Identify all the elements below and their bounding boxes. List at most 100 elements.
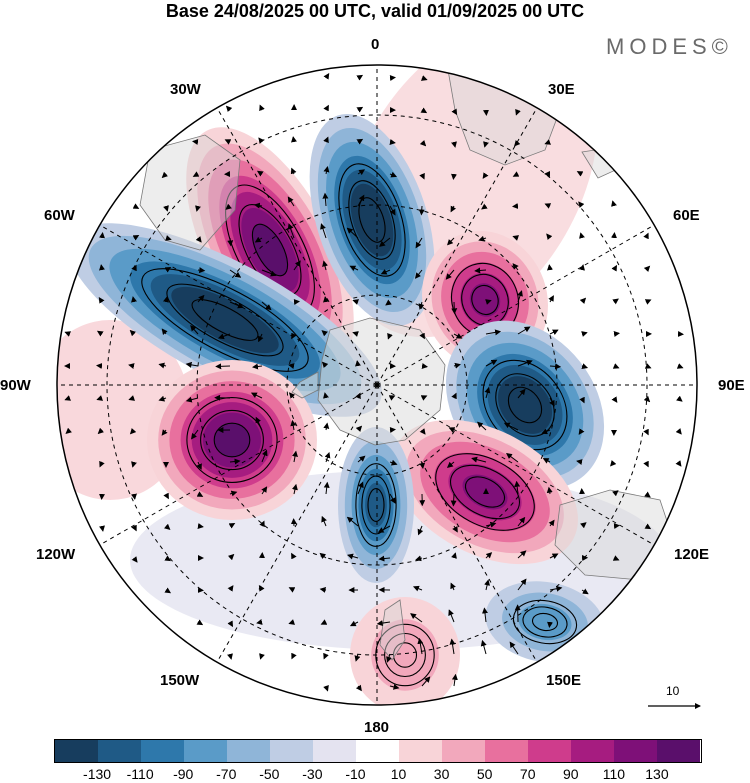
wind-vectors bbox=[64, 72, 684, 692]
wind-arrow bbox=[451, 173, 457, 180]
wind-arrow bbox=[445, 269, 455, 280]
wind-arrow bbox=[389, 75, 396, 81]
streamline-loop bbox=[471, 284, 499, 316]
wind-arrow bbox=[322, 260, 328, 271]
wind-arrow bbox=[293, 260, 301, 271]
wind-arrow bbox=[346, 516, 359, 527]
wind-arrow bbox=[509, 641, 519, 655]
wind-arrow bbox=[196, 491, 204, 497]
wind-arrow bbox=[164, 555, 172, 562]
lon-label-180: 180 bbox=[364, 719, 390, 736]
wind-arrow bbox=[227, 237, 234, 247]
lon-label-0: 0 bbox=[371, 36, 380, 53]
colorbar-segment bbox=[398, 739, 443, 763]
wind-arrow bbox=[517, 290, 523, 303]
colorbar-segment bbox=[140, 739, 184, 763]
wind-arrow bbox=[227, 620, 234, 628]
wind-arrow bbox=[578, 428, 585, 435]
streamline-loop bbox=[531, 612, 559, 632]
colorbar-segment bbox=[226, 739, 270, 763]
wind-arrow bbox=[512, 171, 520, 177]
wind-arrow bbox=[322, 192, 329, 207]
wind-arrow bbox=[288, 363, 295, 369]
wind-arrow bbox=[319, 552, 327, 559]
wind-arrow bbox=[644, 363, 652, 369]
streamline-loop bbox=[213, 422, 251, 458]
wind-arrow bbox=[224, 139, 232, 145]
wind-arrow bbox=[485, 299, 492, 305]
wind-arrow bbox=[450, 493, 457, 507]
wind-arrow bbox=[288, 587, 296, 593]
wind-arrow bbox=[229, 301, 244, 309]
wind-arrow bbox=[471, 456, 487, 463]
wind-arrow bbox=[131, 524, 137, 532]
wind-arrow bbox=[613, 331, 620, 337]
wind-arrow bbox=[161, 429, 168, 436]
wind-arrow bbox=[195, 205, 201, 212]
wind-arrow bbox=[389, 427, 396, 433]
wind-arrow bbox=[288, 619, 296, 625]
wind-arrow bbox=[99, 525, 105, 532]
colorbar-segment bbox=[312, 739, 356, 763]
anomaly-contour-fill bbox=[469, 283, 501, 317]
anomaly-contour-fill bbox=[371, 619, 439, 691]
wind-arrow bbox=[321, 361, 329, 369]
streamline-loop bbox=[141, 268, 309, 372]
colorbar-segment bbox=[54, 739, 98, 763]
wind-arrow bbox=[288, 392, 296, 399]
wind-arrow bbox=[484, 386, 491, 399]
wind-arrow bbox=[259, 520, 265, 528]
wind-arrow bbox=[613, 523, 620, 529]
lon-label-150w: 150W bbox=[160, 672, 200, 689]
wind-arrow bbox=[612, 490, 619, 497]
wind-arrow bbox=[196, 461, 202, 470]
wind-arrow bbox=[287, 223, 295, 239]
wind-arrow bbox=[261, 301, 272, 311]
wind-arrow bbox=[643, 232, 649, 240]
wind-arrow bbox=[131, 264, 137, 272]
wind-arrow bbox=[163, 492, 169, 500]
anomaly-contour-fill bbox=[508, 387, 542, 423]
wind-arrow bbox=[323, 422, 330, 431]
wind-arrow bbox=[480, 639, 487, 655]
wind-arrow bbox=[517, 359, 533, 367]
wind-arrow bbox=[389, 459, 398, 466]
colorbar-segment bbox=[613, 739, 658, 763]
wind-arrow bbox=[485, 552, 493, 559]
wind-arrow bbox=[581, 363, 589, 369]
wind-arrow bbox=[163, 296, 169, 303]
wind-arrow bbox=[451, 392, 457, 400]
anomaly-center-positive bbox=[147, 360, 317, 520]
wind-arrow bbox=[389, 139, 396, 145]
wind-arrow bbox=[356, 74, 364, 81]
meridian-line bbox=[376, 98, 543, 386]
wind-arrow bbox=[323, 136, 329, 144]
colorbar-tick-label: 70 bbox=[519, 766, 536, 782]
streamline-loop bbox=[392, 642, 418, 668]
wind-arrow bbox=[485, 359, 498, 367]
wind-arrow bbox=[96, 363, 103, 369]
lon-label-120e: 120E bbox=[674, 546, 710, 563]
wind-arrow bbox=[161, 328, 168, 335]
wind-arrow bbox=[389, 683, 400, 690]
wind-arrow bbox=[644, 523, 652, 530]
colorbar-tick-label: 130 bbox=[645, 766, 669, 782]
wind-arrow bbox=[354, 653, 361, 662]
meridian-line bbox=[376, 384, 664, 551]
wind-arrow bbox=[293, 299, 300, 305]
wind-arrow bbox=[448, 609, 455, 623]
reference-vector-label: 10 bbox=[666, 684, 680, 698]
wind-arrow bbox=[450, 205, 457, 213]
wind-arrow bbox=[581, 588, 589, 595]
wind-arrow bbox=[255, 416, 263, 431]
wind-arrow bbox=[131, 461, 137, 468]
wind-arrow bbox=[324, 451, 331, 463]
streamline-loop bbox=[186, 397, 278, 483]
wind-arrow bbox=[228, 523, 236, 529]
wind-arrow bbox=[258, 584, 265, 592]
wind-arrow bbox=[261, 486, 268, 495]
wind-arrow bbox=[484, 579, 491, 591]
wind-arrow bbox=[420, 107, 428, 114]
colorbar-tick-label: -50 bbox=[259, 766, 280, 782]
wind-arrow bbox=[612, 555, 620, 561]
